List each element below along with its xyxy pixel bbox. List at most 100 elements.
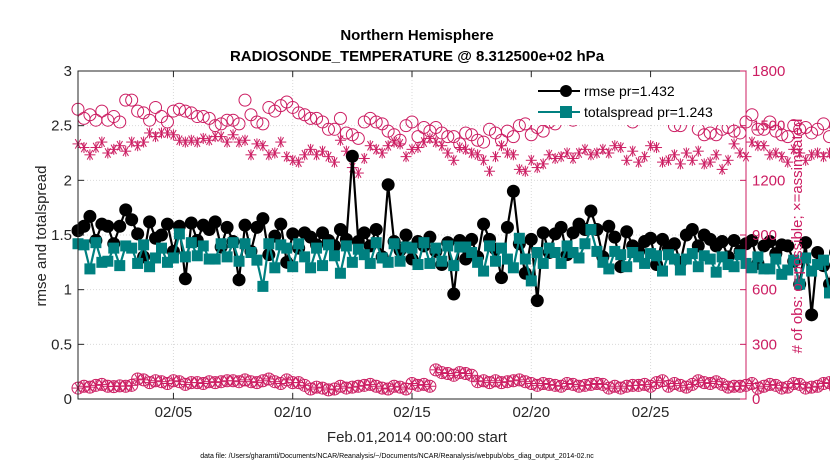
rmse-point	[644, 231, 658, 245]
totalspread-point	[215, 238, 227, 250]
obs_assimilated-point	[555, 151, 567, 163]
obs_bottom_assimilated-point	[251, 377, 263, 389]
obs_assimilated-point	[78, 142, 90, 154]
x-tick-label: 02/25	[632, 404, 670, 421]
rmse-point	[805, 308, 819, 322]
rmse-point	[77, 219, 91, 233]
obs_assimilated-point	[478, 154, 490, 166]
obs_bottom_assimilated-point	[209, 377, 221, 389]
obs_possible-point	[823, 130, 830, 144]
obs_bottom_assimilated-point	[132, 373, 144, 385]
totalspread-point	[555, 257, 567, 269]
totalspread-point	[269, 262, 281, 274]
obs_bottom_assimilated-point	[185, 377, 197, 389]
rmse-point	[715, 235, 729, 249]
totalspread-point	[770, 253, 782, 265]
obs_bottom_assimilated-point	[126, 379, 138, 391]
obs_bottom_assimilated-point	[561, 378, 573, 390]
totalspread-point	[120, 240, 132, 252]
rmse-point	[208, 215, 222, 229]
obs_assimilated-point	[263, 149, 275, 161]
obs_assimilated-point	[561, 147, 573, 159]
obs_assimilated-point	[495, 140, 507, 152]
obs_bottom_assimilated-point	[507, 375, 519, 387]
obs_assimilated-point	[334, 134, 346, 146]
obs_bottom_assimilated-point	[490, 375, 501, 387]
rmse-point	[274, 217, 288, 231]
obs_possible-point	[196, 110, 210, 124]
totalspread-point	[293, 238, 305, 250]
rmse-point	[500, 220, 514, 234]
totalspread-point	[334, 267, 346, 279]
obs_possible-point	[220, 113, 234, 127]
obs_assimilated-point	[633, 156, 645, 168]
obs_bottom_assimilated-point	[818, 378, 830, 390]
obs_possible-point	[232, 117, 246, 131]
obs_assimilated-point	[657, 156, 668, 168]
totalspread-point	[758, 263, 770, 275]
obs_bottom_assimilated-point	[716, 378, 728, 390]
totalspread-point	[824, 287, 830, 299]
obs_assimilated-point	[645, 140, 657, 152]
obs_bottom_assimilated-point	[495, 377, 507, 389]
obs_possible-point	[149, 100, 163, 114]
obs_bottom_assimilated-point	[579, 379, 591, 391]
totalspread-point	[102, 255, 114, 267]
obs_bottom_assimilated-point	[674, 379, 686, 391]
y-axis-label: rmse and totalspread	[33, 166, 50, 307]
y-tick-label-right: 0	[752, 391, 760, 408]
totalspread-point	[764, 263, 776, 275]
obs_bottom_assimilated-point	[639, 378, 651, 390]
obs_assimilated-point	[513, 163, 525, 175]
obs_possible-point	[250, 115, 264, 129]
totalspread-point	[370, 237, 382, 249]
totalspread-point	[472, 256, 484, 268]
rmse-point	[399, 228, 413, 242]
obs_bottom_assimilated-point	[317, 382, 329, 394]
totalspread-point	[90, 237, 102, 249]
obs_assimilated-point	[251, 138, 263, 150]
obs_bottom_assimilated-point	[239, 374, 251, 386]
rmse-point	[101, 219, 115, 233]
obs_bottom_assimilated-point	[263, 373, 275, 385]
totalspread-point	[573, 252, 585, 264]
totalspread-point	[597, 256, 609, 268]
rmse-point	[494, 271, 508, 285]
totalspread-point	[478, 265, 490, 277]
obs_assimilated-point	[120, 145, 132, 157]
totalspread-point	[281, 242, 293, 254]
totalspread-point	[352, 243, 364, 255]
rmse-point	[345, 149, 359, 163]
rmse-point	[184, 216, 198, 230]
totalspread-point	[692, 261, 704, 273]
obs_bottom_assimilated-point	[758, 380, 770, 392]
rmse-point	[143, 215, 157, 229]
totalspread-point	[358, 249, 370, 261]
obs_bottom_assimilated-point	[269, 376, 281, 388]
obs_assimilated-point	[317, 145, 329, 157]
obs_assimilated-point	[114, 140, 126, 152]
totalspread-point	[752, 251, 764, 263]
totalspread-point	[96, 256, 108, 268]
obs_possible-point	[411, 130, 425, 144]
obs_assimilated-point	[776, 151, 788, 163]
obs_bottom_assimilated-point	[245, 376, 257, 388]
totalspread-point	[585, 224, 597, 236]
totalspread-point	[239, 238, 251, 250]
obs_assimilated-point	[185, 134, 197, 146]
obs_assimilated-point	[806, 149, 818, 161]
obs_bottom_assimilated-point	[179, 378, 191, 390]
obs_assimilated-point	[364, 140, 376, 152]
rmse-point	[536, 226, 550, 240]
obs_assimilated-point	[668, 149, 680, 161]
obs_bottom_assimilated-point	[591, 378, 603, 390]
obs_possible-point	[125, 93, 139, 107]
obs_assimilated-point	[549, 152, 561, 164]
obs_assimilated-point	[96, 136, 108, 148]
obs_bottom_assimilated-point	[501, 376, 513, 388]
totalspread-point	[305, 262, 317, 274]
obs_bottom_assimilated-point	[722, 381, 734, 393]
totalspread-point	[203, 253, 215, 265]
totalspread-point	[657, 265, 668, 277]
obs_assimilated-point	[609, 140, 621, 152]
